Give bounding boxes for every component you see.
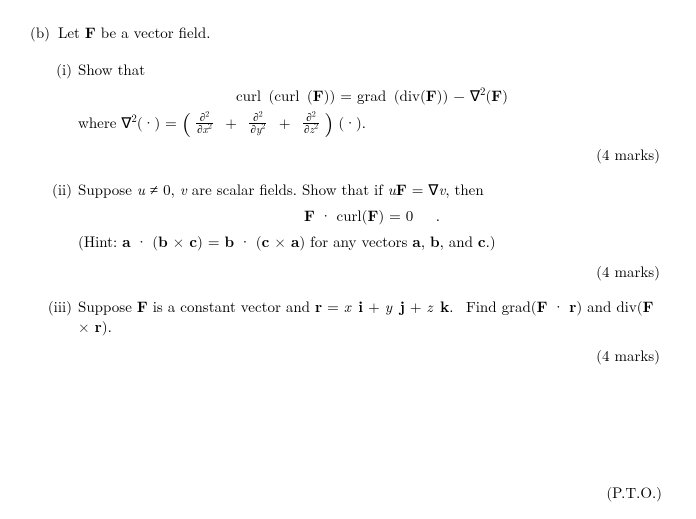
frac1: ∂2 ∂x2 [196,112,213,135]
where-post: (·). [338,112,366,133]
item-ii-eq: F · curl(F) = 0 . [78,206,666,226]
part-b-intro: Let F be a vector field. [58,22,666,43]
item-i-marks: (4 marks) [30,144,666,165]
item-i-eq: curl (curl (F)) = grad (div(F)) − ∇2(F) [78,86,666,106]
item-ii-marks: (4 marks) [30,261,666,282]
pto: (P.T.O.) [606,482,662,503]
item-i-where: where ∇2(·) = ( ∂2 ∂x2 + ∂2 ∂y2 + ∂2 ∂z2… [78,113,666,136]
intro-F: F [85,22,96,43]
item-i-label: (i) [42,59,78,80]
where-pre: where ∇2(·) = [78,112,182,133]
item-iii-line1: Suppose F is a constant vector and r = x… [78,297,666,338]
item-iii-marks: (4 marks) [30,345,666,366]
item-ii-label: (ii) [42,179,78,200]
part-b-label: (b) [30,22,58,43]
item-iii-label: (iii) [42,296,78,317]
item-ii-hint: (Hint: a · (b × c) = b · (c × a) for any… [78,232,666,252]
intro-post: be a vector field. [96,22,211,43]
item-i-show: Show that [78,60,666,80]
frac3: ∂2 ∂z2 [303,112,319,135]
frac2: ∂2 ∂y2 [249,112,266,135]
intro-pre: Let [58,22,85,43]
item-ii-line1: Suppose u ≠ 0, v are scalar fields. Show… [78,180,666,200]
